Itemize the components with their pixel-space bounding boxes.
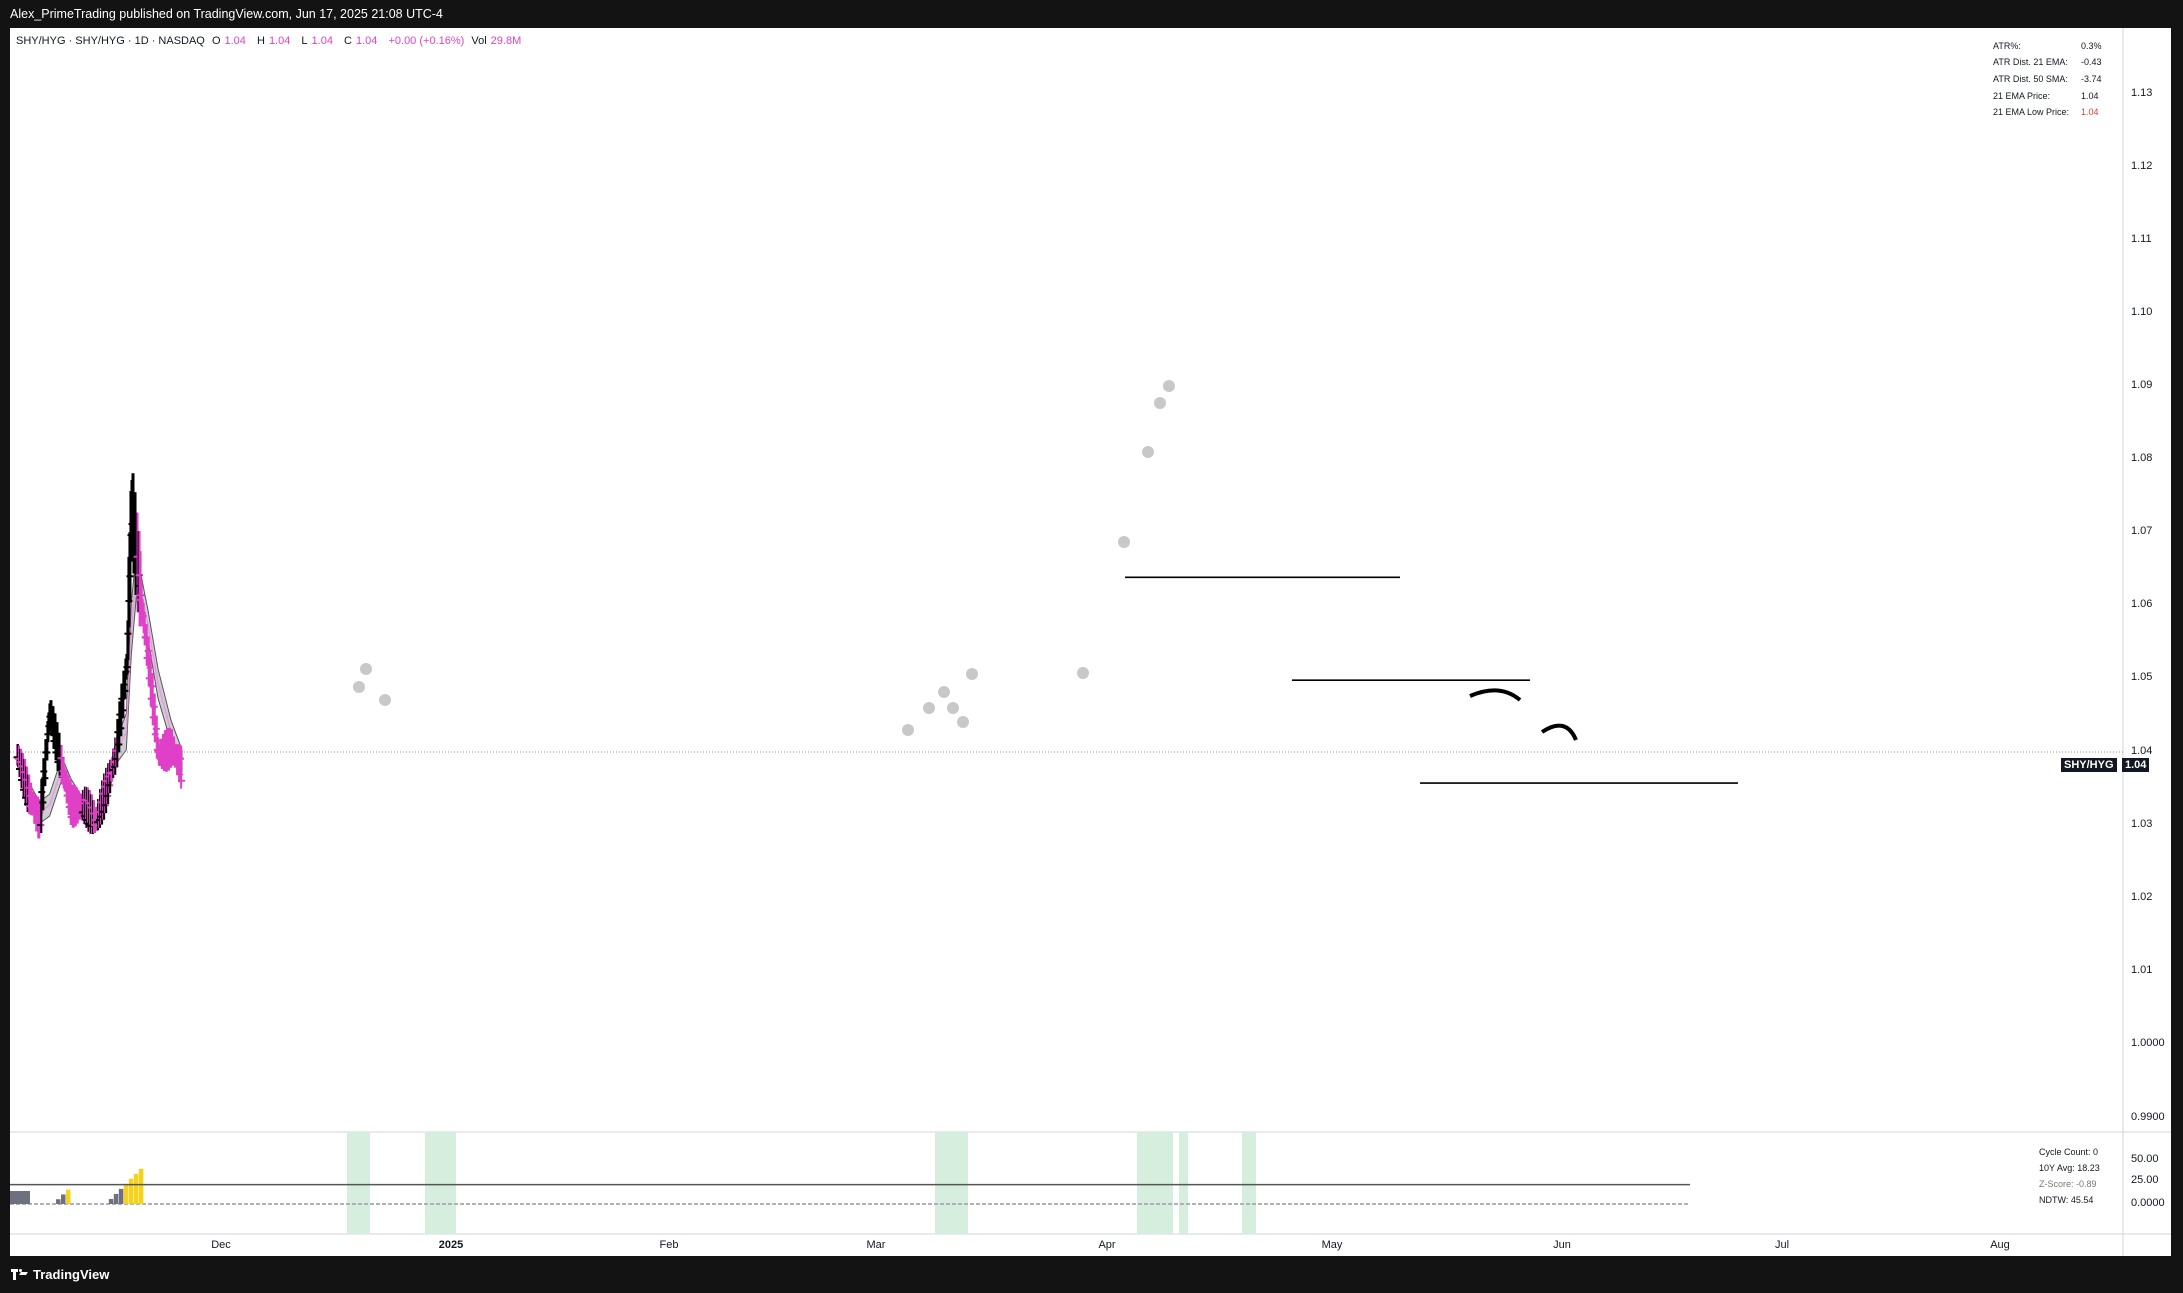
x-tick-label: Dec xyxy=(211,1239,231,1251)
signal-dot xyxy=(1142,446,1154,458)
y-tick-label: 1.13 xyxy=(2131,87,2152,99)
arc-annotation xyxy=(1469,688,1522,702)
y-tick-label: 1.10 xyxy=(2131,306,2152,318)
price-bars xyxy=(13,473,186,839)
tradingview-logo[interactable]: TradingView xyxy=(11,1267,109,1282)
osc-y-tick-label: 0.0000 xyxy=(2131,1197,2165,1209)
oscillator-pane: 50.00 25.00 0.0000 xyxy=(10,1132,2165,1234)
volume-value: 29.8M xyxy=(490,35,522,47)
y-tick-label: 1.03 xyxy=(2131,818,2152,830)
y-tick-label: 1.12 xyxy=(2131,160,2152,172)
x-tick-label: 2025 xyxy=(439,1239,463,1251)
publish-line: Alex_PrimeTrading published on TradingVi… xyxy=(10,7,443,21)
highlight-column xyxy=(1242,1132,1256,1234)
osc-y-tick-label: 25.00 xyxy=(2131,1174,2159,1186)
y-tick-label: 1.06 xyxy=(2131,598,2152,610)
signal-dot xyxy=(1118,536,1130,548)
symbol-price-tag: SHY/HYG xyxy=(2061,758,2117,772)
osc-bar xyxy=(108,1198,114,1204)
symbol-label[interactable]: SHY/HYG · SHY/HYG · 1D · NASDAQ xyxy=(16,35,205,47)
osc-bar xyxy=(133,1173,139,1204)
change-value: +0.00 (+0.16%) xyxy=(388,35,465,47)
osc-bar xyxy=(128,1178,134,1204)
signal-dot xyxy=(938,686,950,698)
y-tick-label: 1.09 xyxy=(2131,379,2152,391)
osc-bar xyxy=(123,1183,129,1204)
tradingview-icon xyxy=(11,1269,28,1280)
y-tick-label: 1.11 xyxy=(2131,233,2152,245)
x-tick-label: Aug xyxy=(1990,1239,2010,1251)
signal-dot xyxy=(360,663,372,675)
osc-bar xyxy=(61,1194,66,1204)
highlight-column xyxy=(1179,1132,1188,1234)
x-tick-label: Jul xyxy=(1775,1239,1789,1251)
x-tick-label: Mar xyxy=(867,1239,886,1251)
x-tick-label: Feb xyxy=(660,1239,679,1251)
publish-bar: Alex_PrimeTrading published on TradingVi… xyxy=(0,0,2183,28)
x-tick-label: May xyxy=(1322,1239,1343,1251)
y-tick-label: 1.04 xyxy=(2131,745,2152,757)
signal-dot xyxy=(1163,380,1175,392)
y-tick-label: 1.05 xyxy=(2131,671,2152,683)
signal-dot xyxy=(957,716,969,728)
arc-annotation xyxy=(1540,723,1578,741)
y-tick-label: 0.9900 xyxy=(2131,1111,2165,1123)
y-tick-label: 1.0000 xyxy=(2131,1037,2165,1049)
y-tick-label: 1.07 xyxy=(2131,525,2152,537)
close-value: 1.04 xyxy=(355,35,378,47)
osc-bar xyxy=(56,1199,61,1204)
signal-dot xyxy=(1154,397,1166,409)
signal-dot xyxy=(923,702,935,714)
price-pane: 1.13 1.12 1.11 1.10 1.09 1.08 1.07 1.06 1.05 1.04… xyxy=(10,28,2171,1256)
chart-canvas[interactable]: 1.13 1.12 1.11 1.10 1.09 1.08 1.07 1.06 1.05 1.04… xyxy=(10,28,2171,1256)
signal-dot xyxy=(353,681,365,693)
y-tick-label: 1.02 xyxy=(2131,891,2152,903)
osc-bar xyxy=(10,1191,30,1204)
high-value: 1.04 xyxy=(268,35,291,47)
highlight-column xyxy=(347,1132,370,1234)
osc-bar xyxy=(66,1189,71,1204)
x-tick-label: Jun xyxy=(1553,1239,1571,1251)
footer-bar: TradingView xyxy=(0,1256,2183,1293)
signal-dot xyxy=(947,702,959,714)
last-price-tag: 1.04 xyxy=(2122,758,2150,772)
y-tick-label: 1.08 xyxy=(2131,452,2152,464)
signal-dot xyxy=(902,724,914,736)
highlight-column xyxy=(425,1132,456,1234)
osc-bar xyxy=(113,1193,119,1204)
osc-bar xyxy=(138,1168,144,1204)
signal-dot xyxy=(379,694,391,706)
highlight-column xyxy=(935,1132,968,1234)
x-tick-label: Apr xyxy=(1098,1239,1115,1251)
chart-frame[interactable]: 1.13 1.12 1.11 1.10 1.09 1.08 1.07 1.06 1.05 1.04… xyxy=(10,28,2171,1256)
open-value: 1.04 xyxy=(224,35,246,47)
highlight-column xyxy=(1137,1132,1173,1234)
signal-dot xyxy=(966,668,978,680)
low-value: 1.04 xyxy=(311,35,333,47)
signal-dot xyxy=(1077,667,1089,679)
footer-brand: TradingView xyxy=(33,1267,110,1282)
osc-y-tick-label: 50.00 xyxy=(2131,1153,2159,1165)
osc-bar xyxy=(118,1188,124,1204)
y-tick-label: 1.01 xyxy=(2131,964,2152,976)
